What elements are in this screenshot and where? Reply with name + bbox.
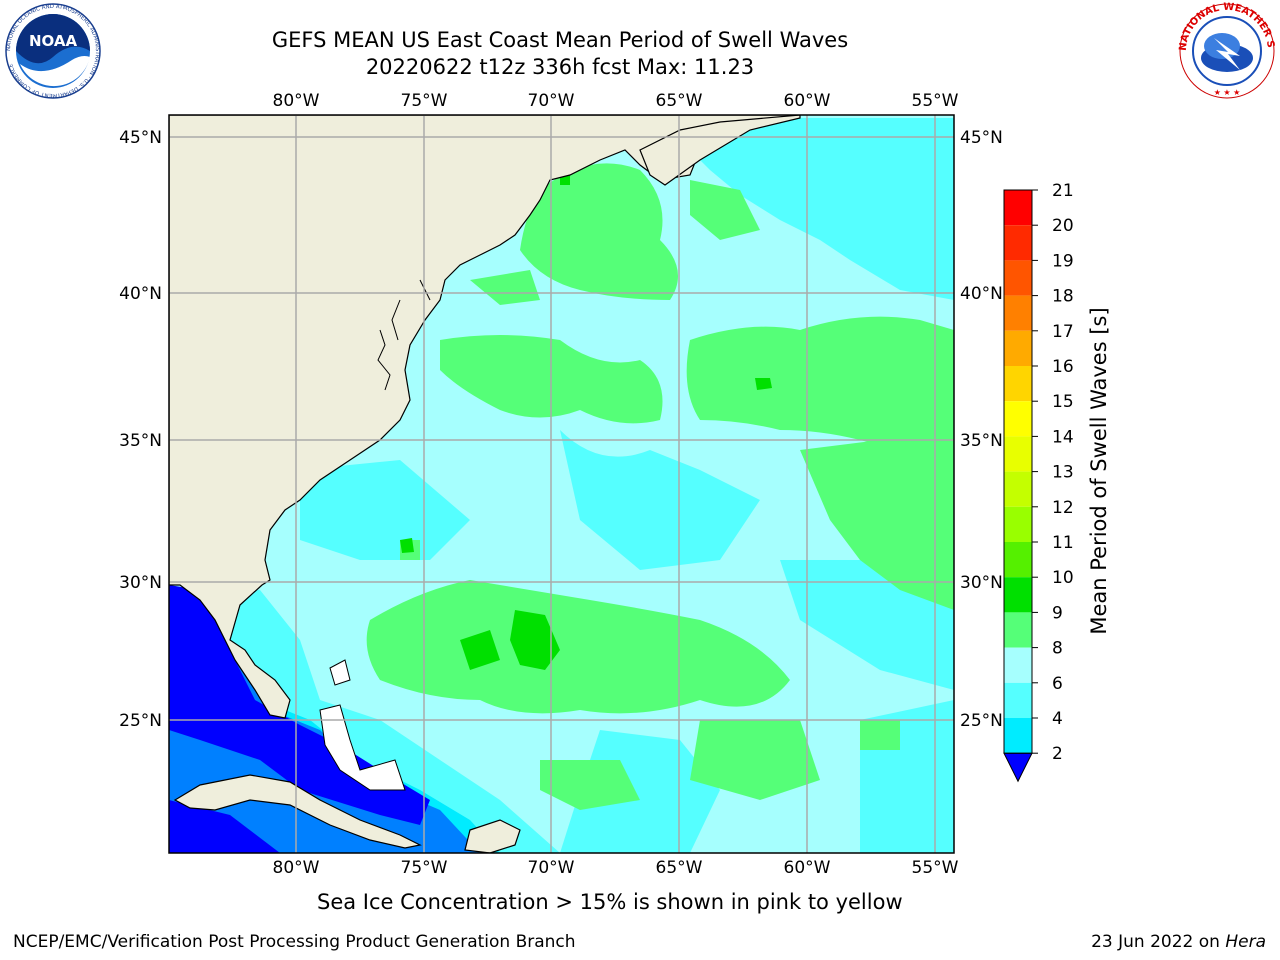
map-frame [168,114,955,854]
colorbar-segment [1004,190,1032,226]
lon-label: 75°W [401,858,448,878]
lon-label: 75°W [401,91,448,111]
colorbar-tick-label: 16 [1052,357,1074,377]
colorbar-tick-label: 20 [1052,216,1074,236]
footer-credit: NCEP/EMC/Verification Post Processing Pr… [13,932,576,952]
lat-labels-right: 45°N 40°N 35°N 30°N 25°N [960,128,1003,731]
colorbar-segment [1004,436,1032,472]
colorbar-segment [1004,542,1032,578]
colorbar-tick-label: 21 [1052,181,1074,201]
colorbar-segment [1004,366,1032,402]
colorbar-tick-label: 9 [1052,603,1063,623]
lon-label: 80°W [273,858,320,878]
lon-label: 60°W [784,91,831,111]
chart-title: GEFS MEAN US East Coast Mean Period of S… [271,28,849,52]
lon-label: 65°W [656,858,703,878]
colorbar-segment [1004,471,1032,507]
colorbar-tick-label: 2 [1052,744,1063,764]
lon-label: 60°W [784,858,831,878]
lat-label: 40°N [960,284,1003,304]
nws-logo: NATIONAL WEATHER SERVICE ★ ★ ★ [1176,2,1276,99]
lon-label: 80°W [273,91,320,111]
land-hispaniola [464,819,521,853]
footer-date-text: 23 Jun 2022 on [1091,932,1226,952]
colorbar-segment [1004,682,1032,718]
footer-date: 23 Jun 2022 on Hera [1091,932,1266,952]
colorbar-segment [1004,330,1032,366]
lat-label: 45°N [119,128,162,148]
lat-label: 45°N [960,128,1003,148]
bahamas-islands [319,659,406,791]
colorbar-segment [1004,295,1032,331]
lon-label: 70°W [528,91,575,111]
lon-label: 55°W [912,858,959,878]
footer-machine: Hera [1225,932,1266,952]
chart-subtitle: 20220622 t12z 336h fcst Max: 11.23 [365,55,755,79]
colorbar-segment [1004,225,1032,261]
colorbar-tick-label: 15 [1052,392,1074,412]
lat-label: 35°N [119,431,162,451]
lat-label: 25°N [119,711,162,731]
lon-labels-bottom: 80°W 75°W 70°W 65°W 60°W 55°W [273,858,959,878]
lon-label: 70°W [528,858,575,878]
colorbar-label: Mean Period of Swell Waves [s] [1087,307,1111,634]
lat-labels-left: 45°N 40°N 35°N 30°N 25°N [119,128,162,731]
colorbar-tick-label: 4 [1052,709,1063,729]
colorbar-tick-label: 10 [1052,568,1074,588]
colorbar-segment [1004,718,1032,754]
colorbar-tick-label: 6 [1052,674,1063,694]
lat-label: 40°N [119,284,162,304]
colorbar-segment [1004,506,1032,542]
lat-label: 30°N [960,573,1003,593]
svg-text:★ ★ ★: ★ ★ ★ [1214,88,1241,97]
noaa-logo: NOAA NATIONAL OCEANIC AND ATMOSPHERIC AD… [5,3,101,99]
colorbar-tick-label: 18 [1052,287,1074,307]
lat-label: 30°N [119,573,162,593]
lon-label: 65°W [656,91,703,111]
land-north-america [169,115,801,719]
colorbar-segment [1004,647,1032,683]
colorbar-tick-label: 12 [1052,498,1074,518]
colorbar-tick-label: 17 [1052,322,1074,342]
land-cuba [173,774,422,849]
svg-text:NOAA: NOAA [29,32,78,50]
colorbar-tick-label: 13 [1052,463,1074,483]
lon-labels-top: 80°W 75°W 70°W 65°W 60°W 55°W [273,91,959,111]
lat-label: 25°N [960,711,1003,731]
colorbar-tick-label: 8 [1052,639,1063,659]
colorbar-segment [1004,401,1032,437]
colorbar-segment [1004,260,1032,296]
colorbar-segment [1004,612,1032,648]
graticule [169,115,954,853]
lon-label: 55°W [912,91,959,111]
colorbar-tick-label: 11 [1052,533,1074,553]
sea-ice-note: Sea Ice Concentration > 15% is shown in … [317,890,903,914]
lat-label: 35°N [960,431,1003,451]
swell-10-11s-regions [400,175,772,670]
colorbar-tick-label: 14 [1052,427,1074,447]
colorbar-segment [1004,577,1032,613]
colorbar: 21 20 19 18 17 16 15 14 13 12 11 10 9 8 6 4 2 [1003,181,1074,783]
colorbar-extend-arrow [1003,752,1033,783]
colorbar-tick-label: 19 [1052,251,1074,271]
